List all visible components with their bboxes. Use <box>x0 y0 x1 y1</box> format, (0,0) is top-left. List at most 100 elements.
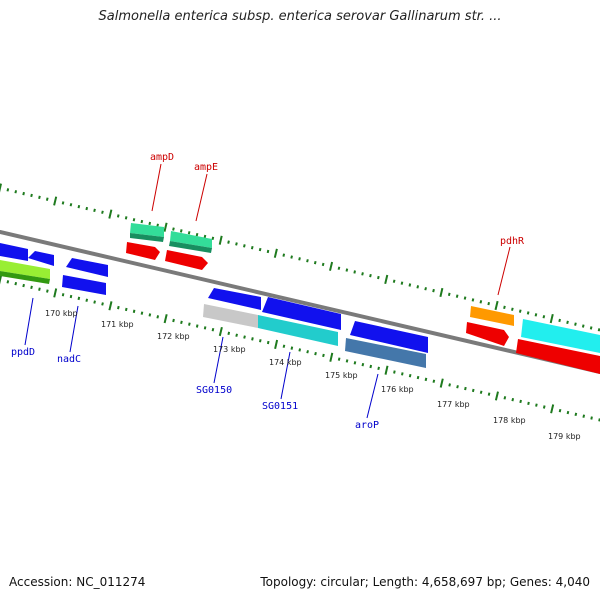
outer-tick-mark <box>235 242 238 246</box>
gene-labels: ampD ampE pdhR ppdD nadC SG0150 SG0151 a… <box>11 152 525 431</box>
inner-tick-mark <box>124 307 128 312</box>
outer-tick-mark <box>447 292 451 297</box>
outer-tick-mark <box>0 183 2 193</box>
gene-ampD-aqua <box>130 223 164 237</box>
inner-tick-mark <box>290 346 294 350</box>
outer-tick-mark <box>329 261 334 271</box>
inner-tick-mark <box>227 331 231 336</box>
outer-tick-mark <box>258 247 262 252</box>
outer-tick-mark <box>463 296 467 300</box>
outer-tick-mark <box>392 279 396 283</box>
inner-tick-mark <box>535 403 538 407</box>
inner-tick-mark <box>322 353 325 358</box>
gene-pdhR-orange <box>470 306 514 326</box>
outer-tick-mark <box>250 245 254 250</box>
gene-aroP-blue <box>350 321 428 353</box>
inner-tick-mark <box>6 280 10 284</box>
label-SG0150: SG0150 <box>196 385 232 396</box>
pdhR-leader <box>497 246 511 296</box>
outer-tick-mark <box>132 218 136 222</box>
gene-SG0151-cyan <box>258 315 338 346</box>
inner-tick-mark <box>243 335 246 339</box>
outer-tick-mark <box>345 268 349 272</box>
outer-tick-mark <box>243 244 246 248</box>
inner-tick-mark <box>479 390 483 394</box>
tick-label: 179 kbp <box>548 432 581 441</box>
gene-left-blue-2 <box>28 251 54 266</box>
outer-tick-mark <box>416 285 420 289</box>
ampD-leader <box>151 163 162 212</box>
inner-tick-mark <box>432 379 436 383</box>
ppdD-leader <box>24 297 34 346</box>
aroP-leader <box>366 373 379 419</box>
inner-tick-mark <box>53 288 58 298</box>
outer-tick-mark <box>471 298 475 302</box>
outer-tick-mark <box>211 236 215 241</box>
inner-tick-mark <box>542 405 546 409</box>
inner-tick-mark <box>377 366 380 371</box>
label-aroP: aroP <box>355 420 379 431</box>
label-SG0151: SG0151 <box>262 401 298 412</box>
inner-tick-mark <box>471 388 475 393</box>
outer-tick-mark <box>116 214 120 218</box>
outer-tick-mark <box>361 272 364 276</box>
inner-tick-mark <box>353 361 357 365</box>
outer-tick-mark <box>487 301 490 306</box>
outer-tick-mark <box>408 283 412 287</box>
gene-ampD-red <box>126 242 160 260</box>
inner-tick-mark <box>566 410 570 415</box>
outer-tick-dots <box>0 183 600 332</box>
inner-tick-mark <box>93 300 96 304</box>
gene-aroP-steel <box>345 338 426 368</box>
label-pdhR: pdhR <box>500 236 525 247</box>
outer-tick-mark <box>432 288 435 293</box>
inner-tick-mark <box>108 301 113 311</box>
tick-label: 178 kbp <box>493 416 526 425</box>
outer-tick-mark <box>479 300 483 304</box>
outer-tick-mark <box>581 324 585 328</box>
outer-tick-mark <box>266 249 270 254</box>
inner-tick-mark <box>163 314 168 324</box>
outer-tick-mark <box>542 315 546 319</box>
outer-tick-mark <box>400 281 404 285</box>
outer-tick-mark <box>290 255 293 259</box>
topology-text: Topology: circular; Length: 4,658,697 bp… <box>260 575 590 589</box>
outer-tick-mark <box>439 287 444 298</box>
inner-tick-mark <box>314 351 317 356</box>
label-ampE: ampE <box>194 162 218 173</box>
outer-tick-mark <box>61 201 65 205</box>
label-leaders <box>24 163 511 419</box>
outer-tick-mark <box>69 203 73 207</box>
inner-tick-mark <box>590 416 593 420</box>
kbp-scale-labels: 170 kbp 171 kbp 172 kbp 173 kbp 174 kbp … <box>45 309 581 441</box>
inner-tick-mark <box>494 391 499 401</box>
outer-tick-mark <box>148 221 152 226</box>
outer-tick-mark <box>22 191 25 196</box>
inner-tick-mark <box>0 275 2 285</box>
outer-tick-mark <box>566 320 569 325</box>
tick-label: 177 kbp <box>437 400 470 409</box>
outer-tick-mark <box>124 216 128 220</box>
inner-tick-mark <box>132 309 136 313</box>
inner-tick-mark <box>511 397 515 402</box>
inner-tick-mark <box>203 326 207 330</box>
inner-tick-mark <box>235 333 238 337</box>
inner-tick-mark <box>503 396 507 400</box>
inner-tick-mark <box>101 302 104 306</box>
outer-tick-mark <box>172 227 175 231</box>
inner-tick-mark <box>369 364 373 369</box>
inner-tick-mark <box>384 365 389 375</box>
inner-tick-mark <box>282 344 286 348</box>
outer-tick-mark <box>93 208 96 213</box>
gene-nadC-blue-2 <box>62 275 106 295</box>
inner-tick-mark <box>38 287 41 291</box>
accession-text: Accession: NC_011274 <box>9 575 146 589</box>
inner-tick-mark <box>14 281 18 286</box>
outer-tick-mark <box>321 262 325 267</box>
inner-tick-mark <box>439 378 444 388</box>
outer-tick-mark <box>227 240 230 244</box>
outer-tick-mark <box>534 313 538 317</box>
gene-SG0150-gray <box>203 304 258 328</box>
gene-ppdD-green <box>0 271 50 284</box>
label-ppdD: ppdD <box>11 347 35 358</box>
